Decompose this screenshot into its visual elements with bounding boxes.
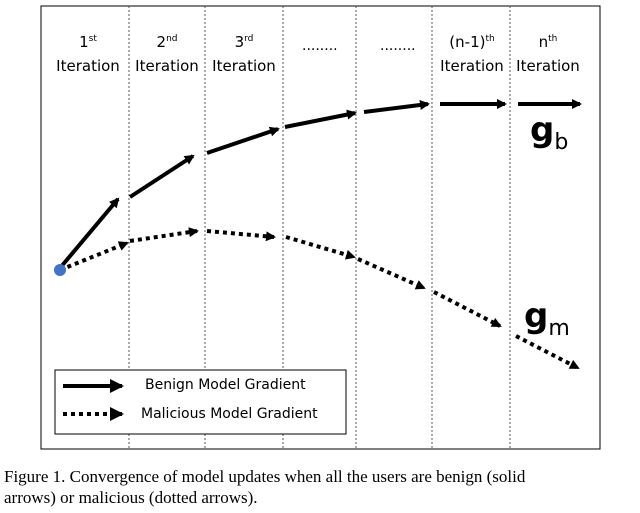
- malicious-gradient-path: [59, 227, 580, 370]
- benign-arrow-2: [128, 154, 195, 199]
- benign-gradient-path: [58, 99, 582, 270]
- malicious-arrow-3: [206, 229, 276, 242]
- legend-box: [54, 369, 347, 435]
- figure-caption: Figure 1. Convergence of model updates w…: [4, 466, 640, 508]
- malicious-arrow-5: [357, 257, 426, 290]
- benign-arrow-4: [284, 109, 357, 129]
- malicious-arrow-2: [129, 227, 199, 243]
- legend-malicious-label: Malicious Model Gradient: [141, 406, 318, 422]
- iteration-label-1: 1st Iteration: [56, 33, 120, 75]
- malicious-arrow-4: [285, 235, 356, 260]
- ellipsis-2: ........: [380, 38, 416, 54]
- benign-arrow-3: [206, 126, 280, 155]
- benign-arrow-1: [58, 197, 120, 270]
- iteration-label-2: 2nd Iteration: [135, 33, 199, 75]
- iteration-label-n: nth Iteration: [516, 33, 580, 75]
- malicious-arrow-6: [433, 290, 502, 328]
- caption-line-1: Figure 1. Convergence of model updates w…: [4, 467, 526, 486]
- benign-gradient-label: gb: [530, 110, 569, 155]
- benign-arrow-5: [363, 100, 430, 114]
- malicious-gradient-label: gm: [524, 296, 570, 341]
- ellipsis-1: ........: [302, 38, 338, 54]
- start-point: [54, 264, 66, 276]
- iteration-label-3: 3rd Iteration: [212, 33, 276, 75]
- figure-frame: [40, 5, 601, 450]
- legend-benign-label: Benign Model Gradient: [145, 377, 306, 393]
- iteration-label-n-minus-1: (n-1)th Iteration: [440, 33, 504, 75]
- malicious-arrow-7: [515, 334, 580, 370]
- caption-line-2: arrows) or malicious (dotted arrows).: [4, 488, 258, 507]
